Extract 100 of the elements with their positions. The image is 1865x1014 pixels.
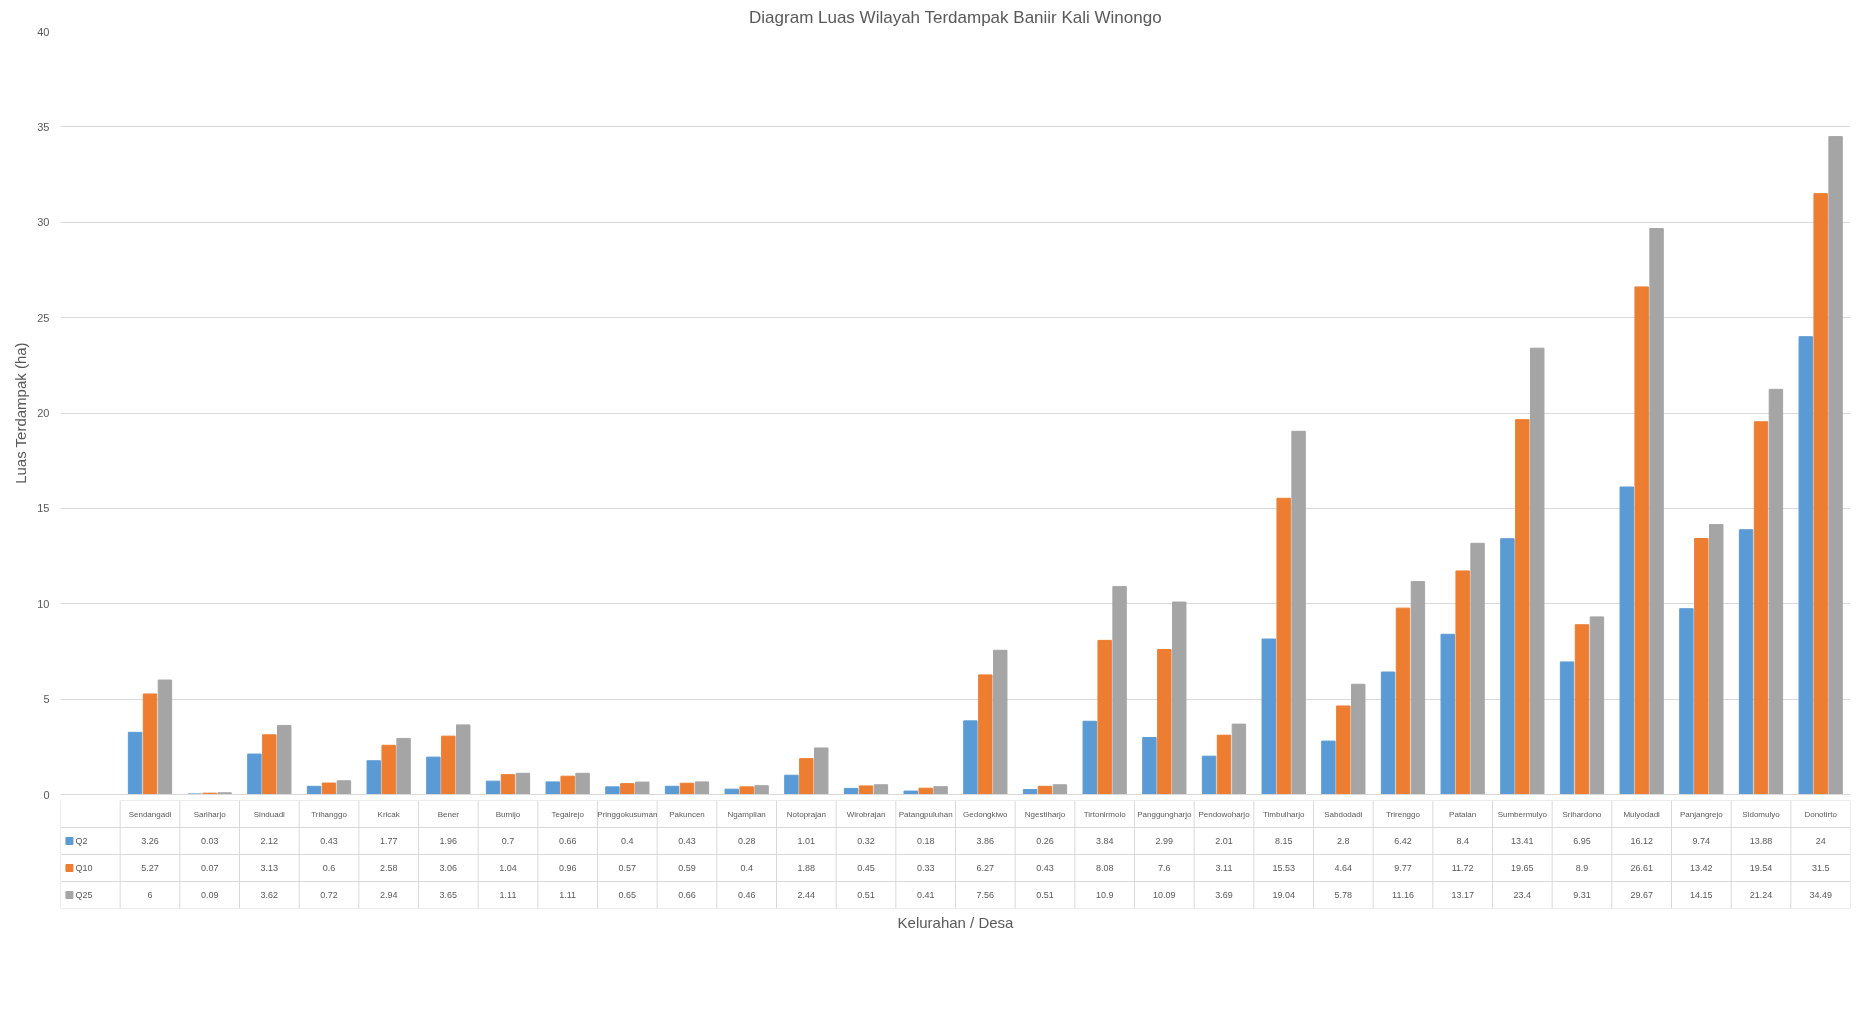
data-label: 9.74	[1692, 836, 1711, 846]
data-label: 26.61	[1630, 863, 1653, 873]
data-label: 3.62	[260, 890, 279, 900]
x-tick-label: Trirenggo	[1386, 809, 1421, 819]
x-tick-label: Wirobrajan	[846, 809, 886, 819]
x-tick-label: Pendowoharjo	[1198, 809, 1251, 819]
data-label: 31.5	[1811, 863, 1830, 873]
data-label: 0.18	[916, 836, 935, 846]
data-label: 0.32	[857, 836, 875, 846]
data-label: 0.45	[857, 863, 875, 873]
data-label: 11.16	[1392, 890, 1414, 900]
data-label: 0.26	[1036, 836, 1054, 846]
data-label: 2.99	[1155, 836, 1174, 846]
y-tick-label: 30	[37, 216, 50, 229]
data-label: 0.72	[320, 890, 338, 900]
data-label: 19.54	[1749, 863, 1773, 873]
data-label: 1.01	[797, 836, 816, 846]
data-label: 0.46	[737, 890, 756, 900]
data-label: 0.59	[678, 863, 696, 873]
data-label: 15.53	[1272, 863, 1295, 873]
x-tick-label: Pakuncen	[669, 809, 705, 819]
y-tick-label: 20	[37, 407, 50, 419]
data-label: 3.69	[1215, 890, 1233, 900]
data-label: 13.41	[1511, 836, 1534, 846]
x-tick-label: Notoprajan	[786, 809, 826, 819]
y-tick-label: 15	[37, 502, 50, 515]
data-label: 6.27	[976, 863, 995, 873]
legend-label: Q2	[75, 836, 88, 846]
x-tick-label: Sendangadi	[128, 809, 172, 819]
data-label: 0.09	[200, 890, 219, 900]
data-label: 1.96	[439, 836, 458, 846]
data-label: 13.88	[1749, 836, 1773, 846]
data-label: 21.24	[1749, 890, 1773, 900]
data-label: 0.66	[678, 890, 696, 900]
data-label: 6.42	[1394, 836, 1412, 846]
data-label: 16.12	[1630, 836, 1653, 846]
x-tick-label: Trihanggo	[311, 809, 348, 819]
data-label: 3.26	[141, 836, 159, 846]
x-tick-label: Mulyodadi	[1623, 809, 1661, 819]
data-label: 0.43	[1036, 863, 1054, 873]
data-label: 19.65	[1511, 863, 1534, 873]
data-label: 1.88	[797, 863, 816, 873]
data-label: 0.51	[1036, 890, 1054, 900]
data-label: 0.43	[678, 836, 696, 846]
x-tick-label: Sinduadi	[253, 809, 286, 819]
x-tick-label: Sumbermulyo	[1497, 809, 1548, 819]
data-label: 9.77	[1394, 863, 1412, 873]
data-label: 2.12	[260, 836, 279, 846]
data-label: 3.06	[439, 863, 458, 873]
data-label: 0.6	[322, 863, 336, 873]
legend-label: Q25	[75, 890, 93, 900]
data-label: 8.15	[1274, 836, 1293, 846]
data-label: 8.4	[1456, 836, 1469, 846]
data-label: 0.51	[857, 890, 875, 900]
data-label: 5.78	[1334, 890, 1353, 900]
data-label: 8.9	[1575, 863, 1589, 873]
data-label: 2.01	[1215, 836, 1233, 846]
data-label: 3.84	[1095, 836, 1114, 846]
data-label: 29.67	[1630, 890, 1653, 900]
legend-label: Q10	[75, 863, 93, 873]
data-label: 0.57	[618, 863, 637, 873]
data-label: 6	[147, 890, 153, 900]
y-tick-label: 0	[43, 788, 50, 801]
x-tick-label: Ngampilan	[727, 809, 766, 819]
x-tick-label: Tegalrejo	[551, 809, 585, 819]
y-axis-title: Luas Terdampak (ha)	[12, 342, 30, 484]
y-tick-label: 5	[43, 693, 50, 706]
x-tick-label: Donotirto	[1804, 809, 1838, 819]
data-label: 9.31	[1573, 890, 1591, 900]
data-label: 1.11	[559, 890, 577, 900]
y-tick-label: 25	[37, 311, 50, 324]
data-label: 2.94	[379, 890, 398, 900]
x-tick-label: Patalan	[1449, 809, 1477, 819]
x-tick-label: Panjangrejo	[1679, 809, 1724, 819]
data-label: 0.4	[621, 836, 634, 846]
y-tick-label: 40	[37, 25, 50, 38]
data-label: 14.15	[1690, 890, 1713, 900]
x-tick-label: Bumijo	[495, 809, 521, 819]
y-tick-label: 35	[37, 120, 50, 133]
data-label: 0.65	[618, 890, 637, 900]
data-label: 6.95	[1573, 836, 1591, 846]
text: Kelurahan / Desa	[897, 913, 1015, 931]
data-label: 0.41	[916, 890, 935, 900]
data-label: 1.11	[499, 890, 517, 900]
data-label: 3.86	[976, 836, 995, 846]
x-tick-label: Patangpuluhan	[898, 809, 953, 819]
data-label: 10.9	[1095, 890, 1114, 900]
data-label: 4.64	[1334, 863, 1353, 873]
x-tick-label: Sabdodadi	[1324, 809, 1363, 819]
data-label: 1.04	[499, 863, 517, 873]
data-label: 0.96	[558, 863, 577, 873]
data-label: 0.66	[558, 836, 577, 846]
data-label: 1.77	[379, 836, 398, 846]
data-label: 23.4	[1513, 890, 1532, 900]
data-label: 0.4	[740, 863, 753, 873]
data-label: 0.33	[916, 863, 935, 873]
x-tick-label: Srihardono	[1562, 809, 1603, 819]
data-label: 0.28	[737, 836, 756, 846]
data-label: 0.03	[200, 836, 219, 846]
data-label: 5.27	[141, 863, 159, 873]
